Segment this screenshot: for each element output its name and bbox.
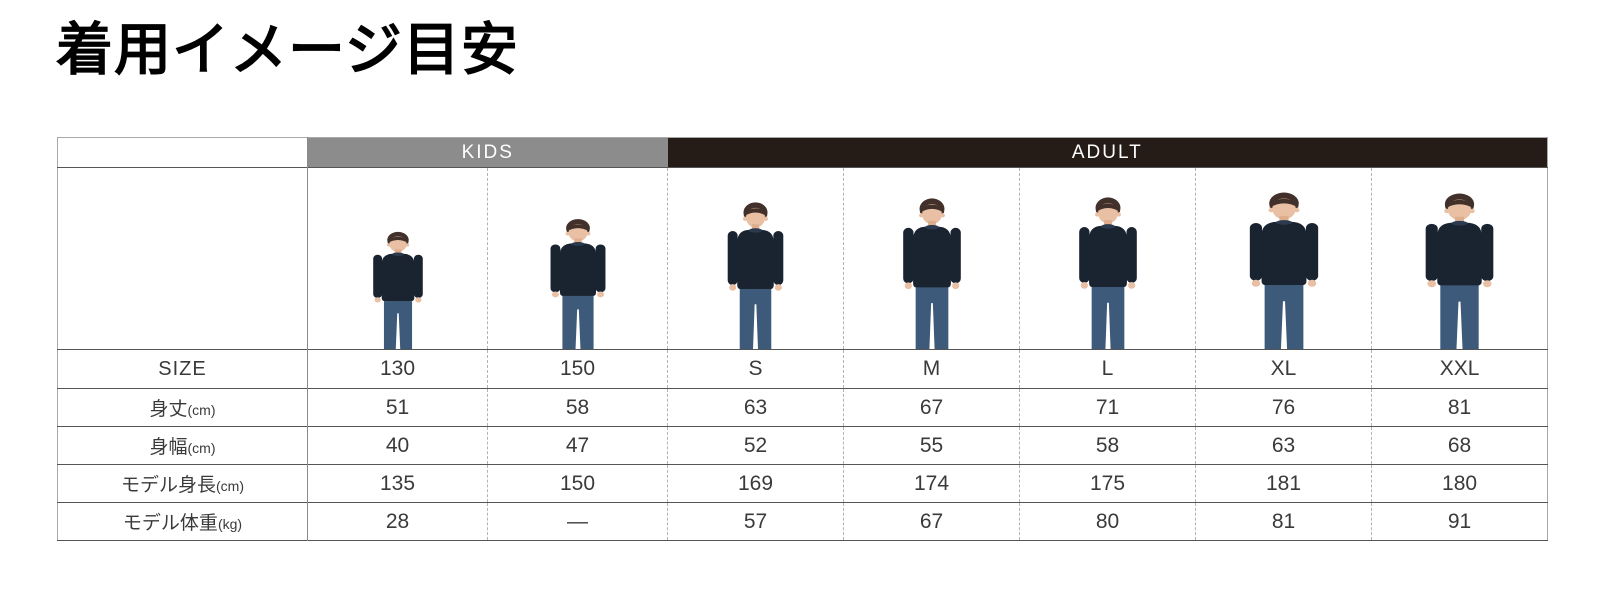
row-label-body-length: 身丈(cm)	[57, 388, 308, 427]
size-value-cell: S	[667, 349, 844, 389]
spec-value-cell: 135	[379, 471, 416, 495]
spec-value-cell: 67	[843, 502, 1020, 541]
spec-row-model-weight: モデル体重(kg) 28 ― 57 67 80 81 91	[57, 502, 1548, 541]
spec-value-cell: 81	[1371, 388, 1548, 427]
row-label-text: 身丈	[149, 399, 188, 420]
size-value-cell: M	[843, 349, 1020, 389]
row-label-model-height: モデル身長(cm)	[57, 464, 308, 503]
model-130-person-figure	[372, 231, 423, 349]
page-title: 着用イメージ目安	[56, 18, 519, 82]
model-photo-cell	[486, 167, 668, 350]
model-m-person-figure	[902, 198, 961, 349]
model-photo-cell	[1195, 167, 1372, 350]
model-photo-cell	[843, 167, 1020, 350]
model-photo-cell	[1019, 167, 1196, 350]
size-value-cell: 130	[379, 357, 416, 380]
spec-value-cell: 51	[385, 395, 410, 419]
spec-row-model-height: モデル身長(cm) 135 150 169 174 175 181 180	[57, 464, 1548, 503]
spec-value-cell: 52	[667, 426, 844, 465]
row-label-body-width: 身幅(cm)	[57, 426, 308, 465]
group-header-adult: ADULT	[667, 137, 1548, 168]
model-xxl-person-figure	[1425, 193, 1494, 349]
model-l-person-figure	[1078, 197, 1137, 349]
row-label-unit: (cm)	[187, 402, 216, 418]
spec-value-cell: 91	[1371, 502, 1548, 541]
spec-value-cell: 55	[843, 426, 1020, 465]
spec-value-cell: 80	[1019, 502, 1196, 541]
spec-value-cell: 174	[843, 464, 1020, 503]
spec-value-cell: 180	[1371, 464, 1548, 503]
spec-value-cell: ―	[486, 502, 668, 541]
size-value-cell: L	[1019, 349, 1196, 389]
spec-value-cell: 181	[1195, 464, 1372, 503]
row-label-unit: (cm)	[216, 478, 244, 494]
row-label-size: SIZE	[57, 349, 308, 389]
spec-value-cell: 40	[385, 433, 410, 457]
spec-value-cell: 68	[1371, 426, 1548, 465]
corner-cell	[57, 137, 308, 168]
spec-row-body-width: 身幅(cm) 40 47 52 55 58 63 68	[57, 426, 1548, 465]
row-label-text: モデル体重	[122, 513, 218, 534]
spec-value-cell: 63	[667, 388, 844, 427]
model-photo-cell	[308, 168, 488, 350]
group-header-kids: KIDS	[307, 137, 668, 168]
row-label-unit: (kg)	[217, 516, 243, 532]
size-row: SIZE 130 150 S M L XL XXL	[57, 349, 1548, 389]
photo-row-label-cell	[57, 167, 308, 350]
row-label-unit: (cm)	[187, 440, 216, 456]
model-xl-person-figure	[1249, 192, 1318, 349]
size-value-cell: XXL	[1371, 349, 1548, 389]
spec-value-cell: 150	[486, 464, 668, 503]
model-photo-row	[57, 167, 1548, 350]
model-150-person-figure	[550, 219, 605, 349]
spec-value-cell: 63	[1195, 426, 1372, 465]
row-label-model-weight: モデル体重(kg)	[57, 502, 308, 541]
spec-value-cell: 58	[1019, 426, 1196, 465]
spec-value-cell: 76	[1195, 388, 1372, 427]
model-s-person-figure	[727, 202, 784, 349]
size-value-cell: XL	[1195, 349, 1372, 389]
row-label-text: 身幅	[149, 437, 188, 458]
model-photo-cell	[1371, 167, 1548, 350]
model-photo-cell	[667, 167, 844, 350]
spec-row-body-length: 身丈(cm) 51 58 63 67 71 76 81	[57, 388, 1548, 427]
spec-value-cell: 67	[843, 388, 1020, 427]
spec-value-cell: 28	[385, 509, 410, 533]
spec-value-cell: 169	[667, 464, 844, 503]
spec-value-cell: 175	[1019, 464, 1196, 503]
row-label-text: モデル身長	[120, 475, 216, 496]
spec-value-cell: 71	[1019, 388, 1196, 427]
group-header-row: KIDS ADULT	[57, 137, 1548, 168]
spec-value-cell: 58	[486, 388, 668, 427]
size-value-cell: 150	[486, 349, 668, 389]
spec-value-cell: 57	[667, 502, 844, 541]
size-chart-wrapper: KIDS ADULT	[57, 137, 1549, 541]
spec-value-cell: 47	[486, 426, 668, 465]
spec-value-cell: 81	[1195, 502, 1372, 541]
size-chart-table: KIDS ADULT	[57, 137, 1549, 541]
